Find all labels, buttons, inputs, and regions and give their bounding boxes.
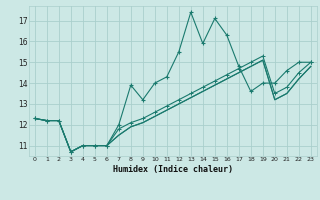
X-axis label: Humidex (Indice chaleur): Humidex (Indice chaleur) [113, 165, 233, 174]
